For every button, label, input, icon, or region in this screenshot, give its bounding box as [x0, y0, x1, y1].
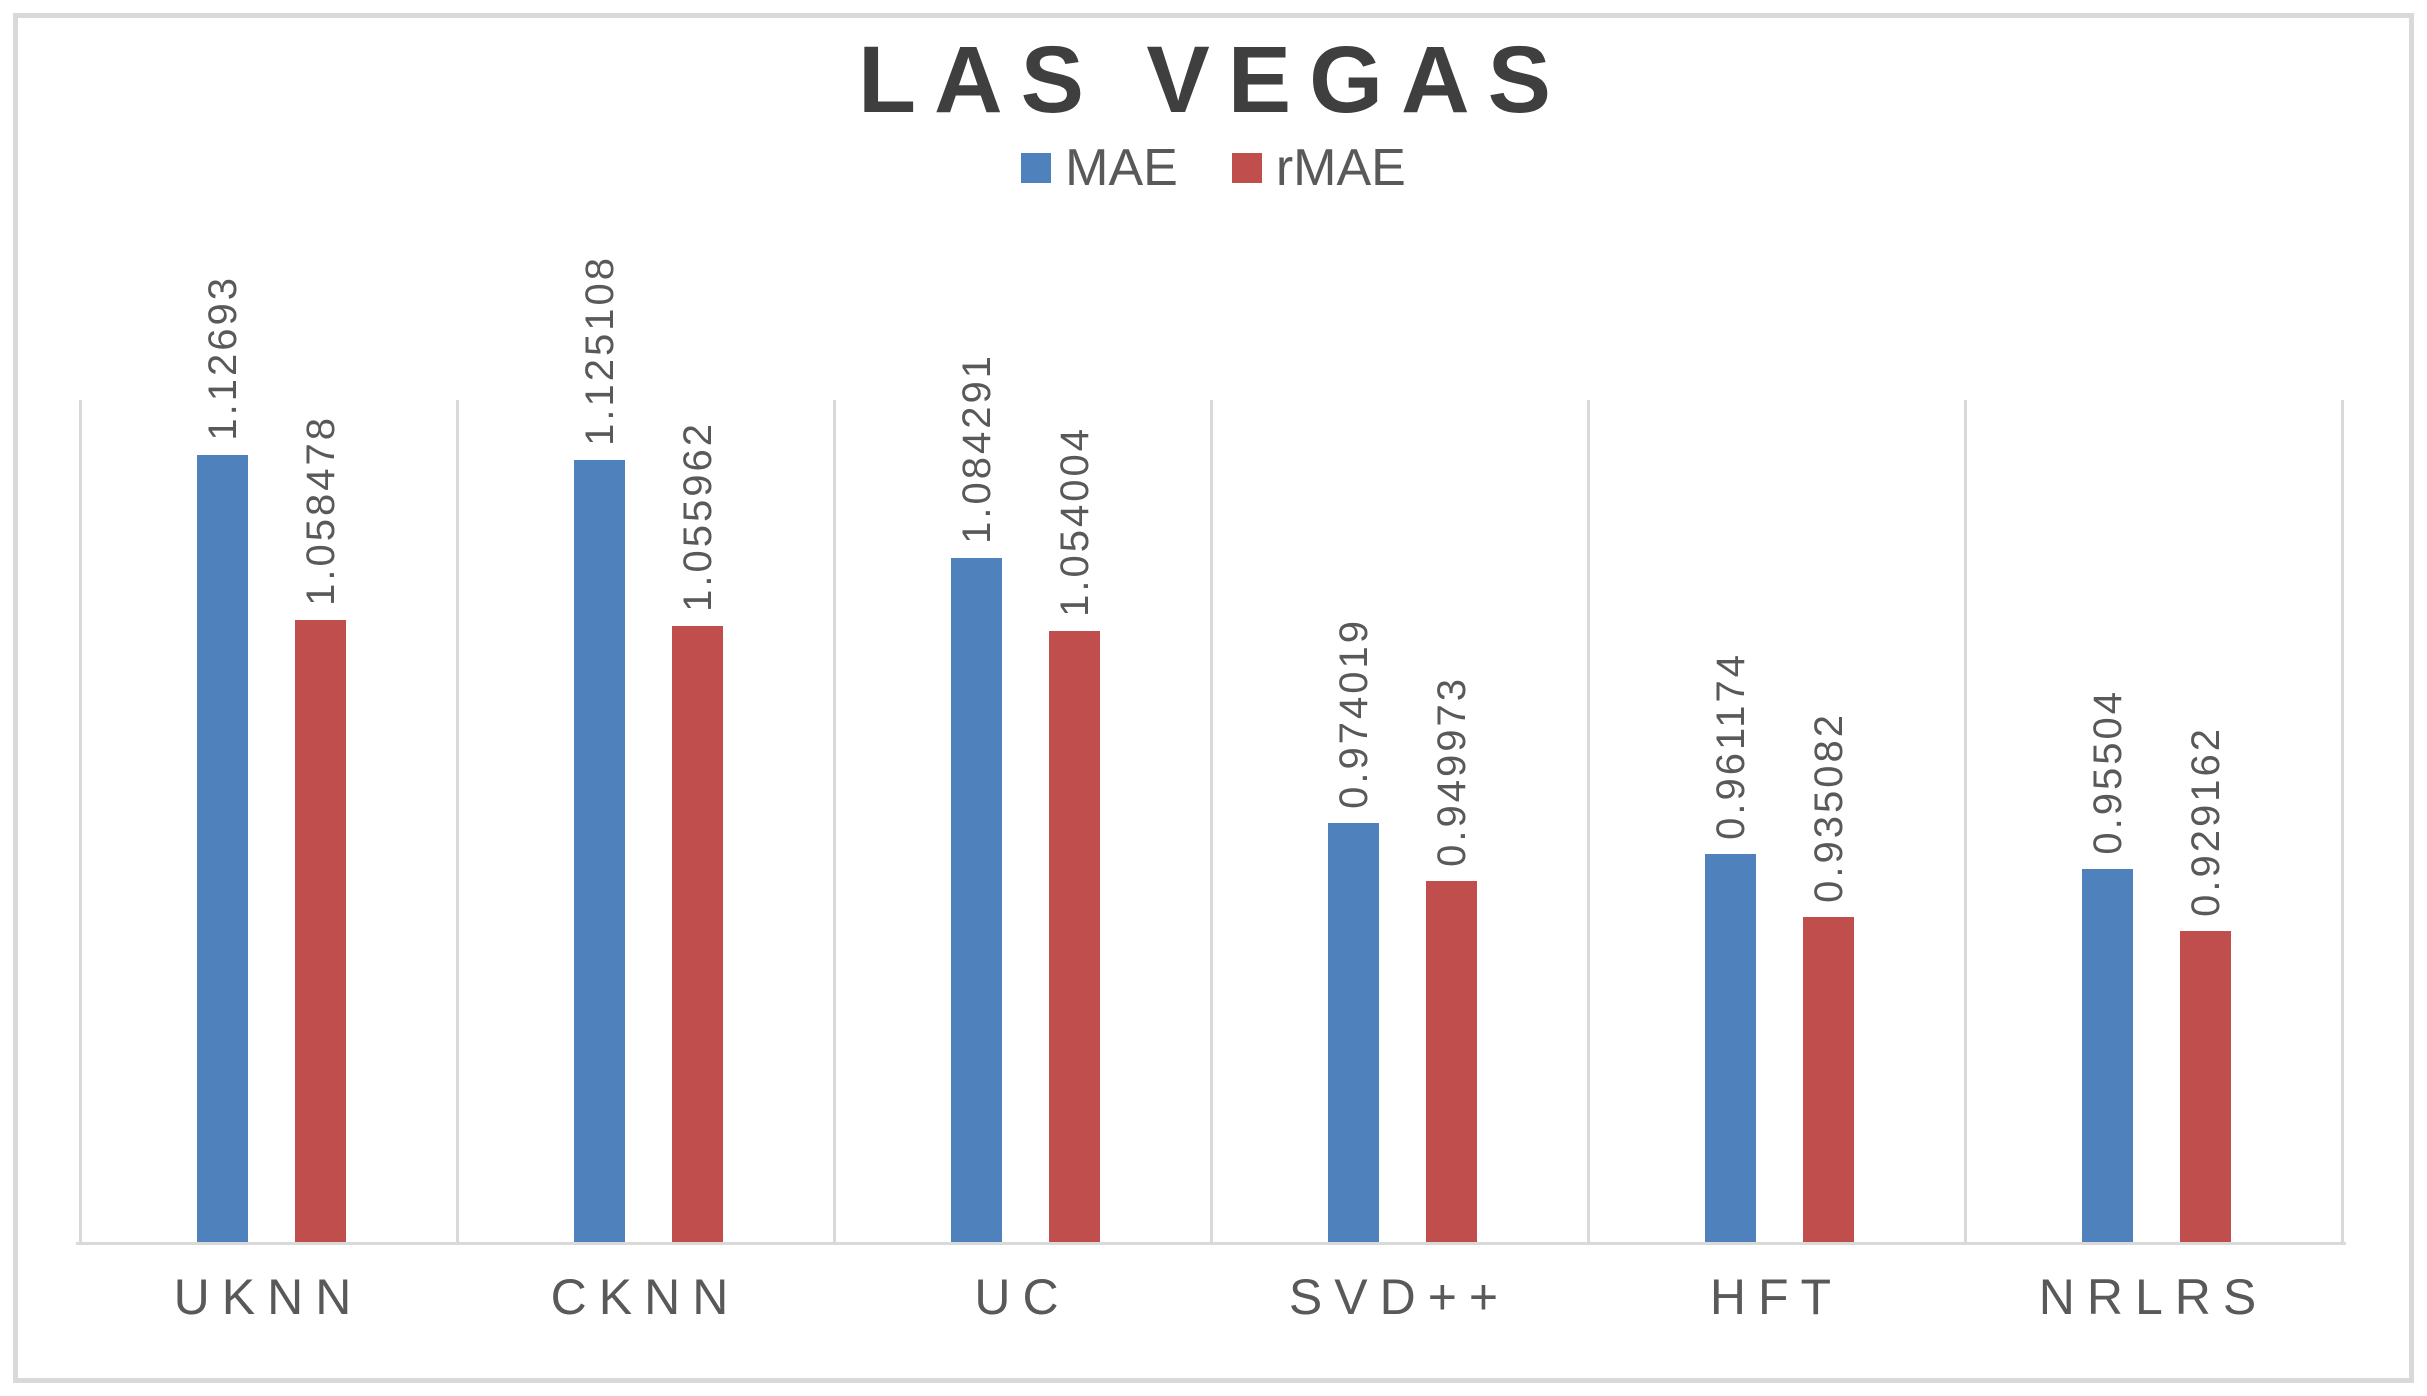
chart-title: LAS VEGAS [858, 27, 1569, 133]
value-label-rMAE-UKNN: 1.058478 [298, 415, 343, 606]
value-label-MAE-NRLRS: 0.95504 [2085, 689, 2130, 855]
bar-rMAE-SVD++ [1426, 881, 1477, 1242]
bar-rMAE-NRLRS [2180, 931, 2231, 1242]
x-axis-label-NRLRS: NRLRS [2038, 1269, 2269, 1325]
value-label-rMAE-UC: 1.054004 [1052, 426, 1097, 617]
x-axis-label-CKNN: CKNN [550, 1269, 741, 1325]
legend-item-MAE: MAE [1021, 142, 1178, 194]
value-label-MAE-HFT: 0.961174 [1708, 652, 1753, 840]
value-label-MAE-UKNN: 1.12693 [200, 275, 245, 441]
bar-rMAE-UKNN [295, 620, 346, 1242]
bar-MAE-CKNN [574, 460, 625, 1242]
bar-rMAE-UC [1049, 631, 1100, 1242]
value-label-rMAE-CKNN: 1.055962 [675, 421, 720, 612]
bar-MAE-UC [951, 558, 1002, 1242]
legend-swatch-rMAE [1231, 153, 1262, 183]
bar-MAE-UKNN [197, 455, 248, 1242]
legend-swatch-MAE [1021, 153, 1052, 183]
x-axis-label-UC: UC [974, 1269, 1071, 1325]
x-axis-label-SVD++: SVD++ [1288, 1269, 1511, 1325]
bar-MAE-NRLRS [2082, 869, 2133, 1242]
x-axis-labels: UKNN CKNN UC SVD++ HFT NRLRS [80, 1268, 2342, 1338]
value-label-MAE-UC: 1.084291 [954, 353, 999, 544]
gridline-4 [1587, 400, 1590, 1242]
gridline-1 [456, 400, 459, 1242]
value-label-MAE-SVD++: 0.974019 [1331, 618, 1376, 809]
bar-MAE-SVD++ [1328, 823, 1379, 1242]
gridline-0 [79, 400, 82, 1242]
value-label-rMAE-HFT: 0.935082 [1806, 712, 1851, 903]
plot-area: 1.12693 1.058478 1.125108 1.055962 1.084291 1… [76, 255, 2346, 1245]
gridline-3 [1210, 400, 1213, 1242]
gridline-5 [1964, 400, 1967, 1242]
value-label-rMAE-NRLRS: 0.929162 [2183, 726, 2228, 917]
bar-MAE-HFT [1705, 854, 1756, 1242]
value-label-rMAE-SVD++: 0.949973 [1429, 676, 1474, 867]
legend-item-rMAE: rMAE [1231, 139, 1406, 197]
chart-legend: MAE rMAE [0, 142, 2427, 194]
x-axis-line [76, 1242, 2346, 1245]
legend-label-rMAE: rMAE [1275, 139, 1406, 197]
bar-rMAE-CKNN [672, 626, 723, 1242]
gridline-6 [2341, 400, 2344, 1242]
gridline-2 [833, 400, 836, 1242]
x-axis-label-HFT: HFT [1709, 1269, 1844, 1325]
value-label-MAE-CKNN: 1.125108 [577, 255, 622, 446]
legend-label-MAE: MAE [1065, 139, 1178, 197]
bar-rMAE-HFT [1803, 917, 1854, 1242]
x-axis-label-UKNN: UKNN [173, 1269, 364, 1325]
